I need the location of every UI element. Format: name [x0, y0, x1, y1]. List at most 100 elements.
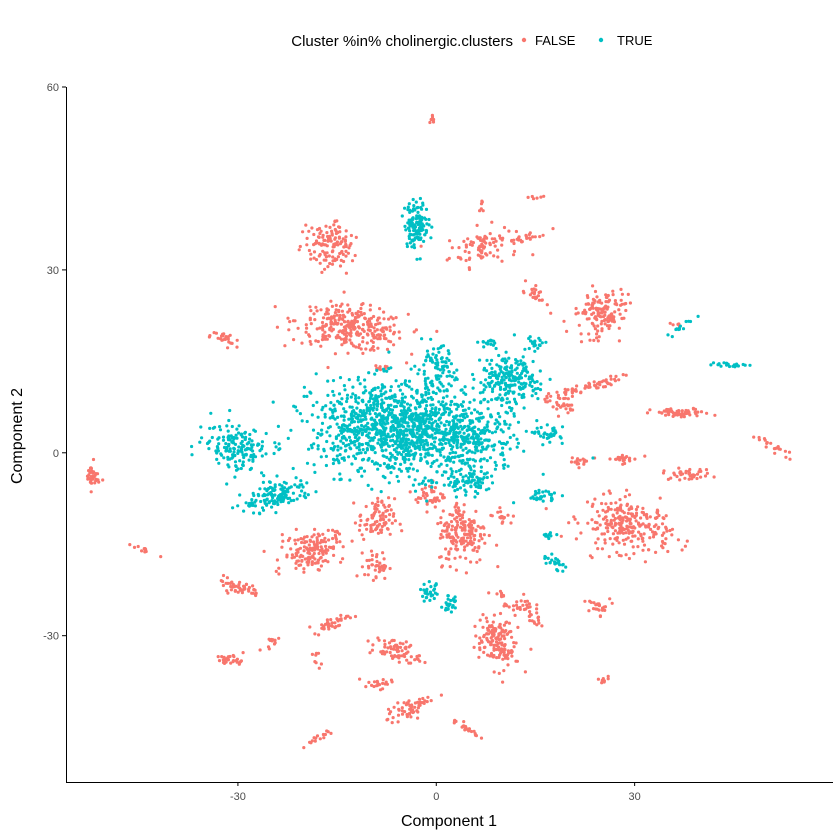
data-point — [430, 113, 434, 117]
data-point — [494, 239, 498, 243]
data-point — [311, 428, 316, 432]
data-point — [422, 216, 427, 220]
data-point — [303, 491, 307, 495]
data-point — [271, 496, 275, 500]
data-point — [383, 652, 387, 656]
data-point — [394, 450, 398, 454]
data-point — [464, 258, 468, 263]
data-point — [298, 412, 302, 416]
data-point — [389, 403, 393, 407]
data-point — [389, 710, 393, 714]
data-point — [247, 503, 251, 508]
data-point — [458, 555, 462, 559]
data-point — [566, 411, 570, 415]
data-point — [464, 571, 468, 575]
data-point — [603, 305, 607, 309]
data-point — [312, 250, 317, 254]
data-point — [512, 645, 516, 649]
data-point — [477, 443, 481, 447]
data-point — [307, 248, 311, 253]
data-point — [566, 388, 570, 392]
data-point — [415, 469, 419, 473]
data-point — [277, 636, 281, 640]
data-point — [582, 462, 586, 466]
data-point — [321, 549, 325, 554]
data-point — [346, 251, 350, 255]
data-point — [467, 478, 471, 482]
data-point — [357, 528, 362, 532]
data-point — [449, 384, 453, 388]
data-point — [324, 463, 328, 468]
data-point — [381, 326, 385, 330]
data-point — [558, 435, 562, 439]
data-point — [259, 499, 263, 504]
data-point — [496, 510, 500, 514]
data-point — [439, 402, 443, 407]
data-point — [94, 479, 98, 483]
data-point — [419, 496, 423, 500]
data-point — [408, 219, 412, 224]
data-point — [275, 500, 279, 504]
data-point — [200, 436, 204, 440]
data-point — [381, 687, 385, 691]
data-point — [390, 434, 395, 438]
data-point — [323, 732, 327, 737]
data-point — [627, 518, 631, 522]
data-point — [244, 453, 248, 457]
data-point — [680, 409, 684, 413]
data-point — [404, 446, 408, 450]
data-point — [208, 426, 212, 430]
data-point — [375, 553, 379, 557]
data-point — [482, 645, 486, 650]
data-point — [486, 381, 490, 385]
data-point — [325, 337, 329, 341]
data-point — [470, 529, 474, 533]
data-point — [312, 540, 316, 544]
data-point — [400, 649, 404, 653]
data-point — [312, 312, 316, 316]
data-point — [387, 339, 391, 343]
data-point — [500, 381, 504, 385]
data-point — [405, 361, 409, 365]
data-point — [300, 489, 304, 493]
data-point — [455, 540, 459, 544]
data-point — [392, 428, 396, 432]
data-point — [305, 236, 309, 240]
data-point — [621, 538, 625, 542]
data-point — [603, 322, 607, 326]
data-point — [319, 564, 323, 568]
data-point — [344, 438, 349, 442]
data-point — [326, 234, 330, 239]
data-point — [462, 431, 466, 435]
data-point — [597, 514, 601, 518]
data-point — [360, 474, 364, 478]
data-point — [335, 240, 339, 244]
data-point — [406, 701, 410, 706]
data-point — [625, 524, 629, 528]
data-point — [399, 431, 403, 435]
data-point — [493, 370, 497, 375]
data-point — [699, 475, 703, 479]
data-point — [448, 565, 452, 569]
data-point — [243, 430, 247, 434]
data-point — [261, 480, 265, 484]
data-point — [329, 322, 333, 326]
data-point — [626, 511, 630, 515]
data-point — [323, 252, 327, 257]
data-point — [450, 438, 454, 442]
data-point — [338, 329, 342, 333]
data-point — [295, 409, 299, 413]
data-point — [342, 456, 346, 460]
data-point — [375, 333, 379, 337]
data-point — [344, 254, 348, 258]
data-point — [475, 410, 480, 414]
data-point — [231, 453, 235, 457]
data-point — [736, 364, 741, 368]
data-point — [454, 568, 458, 572]
data-point — [599, 322, 603, 326]
data-point — [244, 582, 249, 586]
data-point — [336, 448, 340, 452]
data-point — [378, 337, 382, 341]
data-point — [424, 358, 428, 362]
